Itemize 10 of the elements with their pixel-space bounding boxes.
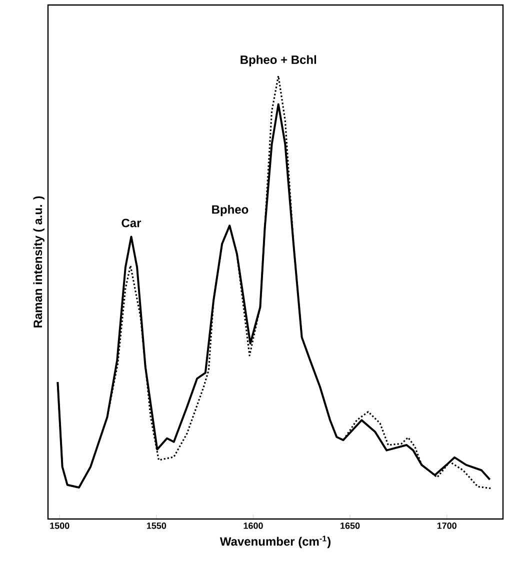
- annotation: Car: [122, 218, 142, 228]
- x-tick-label: 1650: [340, 522, 360, 529]
- x-axis-title: Wavenumber (cm$^{-1}$): [220, 536, 330, 548]
- annotation: Bpheo: [212, 204, 248, 216]
- y-axis-title: Raman intensity ( a.u. ): [33, 196, 44, 328]
- x-tick-label: 1500: [50, 522, 70, 529]
- x-tick-label: 1550: [146, 522, 166, 529]
- annotation: Bpheo + Bchl: [240, 55, 316, 66]
- x-tick-label: 1700: [437, 522, 456, 529]
- x-tick-label: 1600: [244, 522, 263, 529]
